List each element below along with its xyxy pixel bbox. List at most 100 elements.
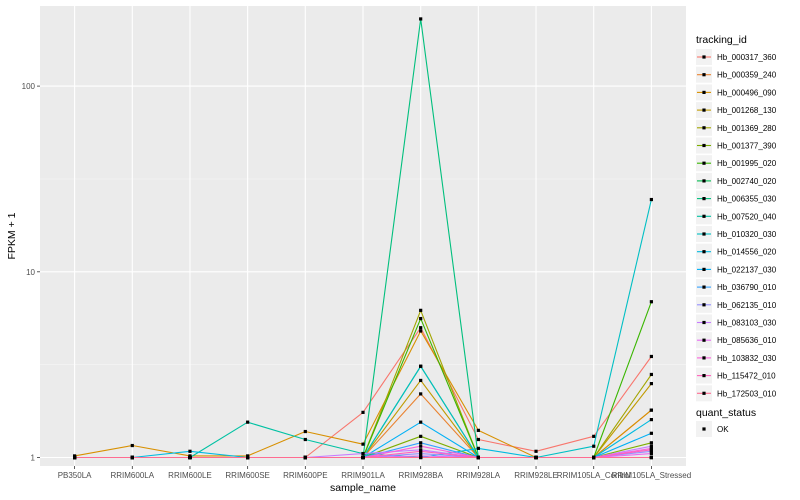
x-tick-label: RRIM600PE	[283, 471, 327, 480]
data-point	[419, 434, 423, 438]
legend-entry-label: Hb_002740_020	[717, 177, 777, 186]
data-point	[130, 455, 134, 460]
data-point	[303, 437, 307, 442]
data-point	[649, 408, 653, 412]
legend-entry-label: Hb_172503_010	[717, 389, 777, 398]
legend-key-point	[702, 427, 706, 431]
data-point	[419, 420, 423, 424]
data-point	[476, 446, 480, 450]
data-point	[649, 448, 653, 452]
data-point	[419, 329, 423, 333]
x-tick-label: RRIM105LA_Control	[557, 471, 631, 480]
data-point	[419, 364, 423, 368]
y-axis-title: FPKM + 1	[6, 212, 18, 259]
legend-entry-label: Hb_000496_090	[717, 88, 777, 97]
legend-key-point	[702, 303, 706, 307]
data-point	[419, 316, 423, 321]
x-tick-label: RRIM600LE	[168, 471, 212, 480]
data-point	[534, 455, 538, 460]
x-tick-label: RRIM600LA	[110, 471, 154, 480]
x-tick-label: RRIM105LA_Stressed	[612, 471, 692, 480]
legend-entry-label: Hb_000359_240	[717, 71, 777, 80]
y-tick-label: 10	[26, 268, 35, 277]
legend-title: quant_status	[696, 407, 756, 419]
data-point	[361, 410, 365, 414]
legend-entry-label: Hb_022137_030	[717, 265, 777, 274]
legend-key-point	[702, 126, 706, 130]
data-point	[419, 326, 423, 330]
data-point	[303, 455, 307, 460]
legend-key-point	[702, 73, 706, 77]
data-point	[649, 382, 653, 386]
data-point	[419, 378, 423, 383]
legend-key-point	[702, 55, 706, 59]
legend-entry-label: Hb_001995_020	[717, 159, 777, 168]
x-axis: PB350LA RRIM600LA RRIM600LE RRIM600SE RRIM60…	[58, 466, 691, 480]
legend-title: tracking_id	[696, 34, 747, 46]
legend-key-point	[702, 267, 706, 271]
data-point	[130, 443, 134, 448]
data-point	[361, 451, 365, 456]
legend-entry-label: Hb_001268_130	[717, 106, 777, 115]
data-point	[419, 17, 423, 21]
data-point	[649, 441, 653, 445]
data-point	[649, 451, 653, 456]
legend-key-point	[702, 90, 706, 94]
x-tick-label: RRIM600SE	[225, 471, 269, 480]
data-point	[361, 455, 365, 460]
legend-entry-label: Hb_001377_390	[717, 142, 777, 151]
legend-entry-label: Hb_062135_010	[717, 301, 777, 310]
data-point	[419, 392, 423, 396]
legend-entry-label: Hb_115472_010	[717, 372, 776, 381]
legend-quant-status: quant_status OK	[696, 407, 756, 437]
legend-entry-label: Hb_007520_040	[717, 212, 777, 221]
data-point	[419, 444, 423, 448]
data-point	[246, 455, 250, 460]
data-point	[419, 308, 423, 312]
legend-entry-label: Hb_010320_030	[717, 230, 777, 239]
legend-key-point	[702, 320, 706, 325]
data-point	[649, 354, 653, 359]
series-points	[73, 17, 653, 460]
grid-major	[40, 6, 686, 466]
data-point	[476, 455, 480, 460]
legend-key-point	[702, 161, 706, 165]
x-tick-label: RRIM928LE	[514, 471, 558, 480]
x-tick-label: RRIM928BA	[398, 471, 443, 480]
data-point	[592, 444, 596, 448]
data-point	[592, 434, 596, 438]
legend-key-point	[702, 391, 706, 395]
data-point	[419, 449, 423, 453]
data-point	[188, 455, 192, 460]
legend-entry-label: Hb_001369_280	[717, 124, 777, 133]
x-tick-label: RRIM901LA	[341, 471, 385, 480]
legend-entry-label: Hb_083103_030	[717, 319, 777, 328]
data-point	[188, 449, 192, 453]
x-tick-label: PB350LA	[58, 471, 92, 480]
y-axis: 1 10 100	[22, 82, 40, 463]
legend-entry-label: Hb_014556_020	[717, 248, 777, 257]
data-point	[419, 441, 423, 445]
data-point	[246, 420, 250, 424]
legend-entry-label: Hb_085636_010	[717, 336, 777, 345]
legend-key-point	[702, 338, 706, 342]
legend-key-point	[702, 232, 706, 236]
legend-entry-label: Hb_006355_030	[717, 195, 777, 204]
legend-key-point	[702, 356, 706, 360]
data-point	[649, 431, 653, 435]
data-point	[592, 455, 596, 460]
data-point	[303, 429, 307, 434]
data-point	[649, 455, 653, 460]
data-point	[476, 428, 480, 432]
legend-key-point	[702, 214, 706, 218]
data-point	[649, 444, 653, 448]
data-point	[476, 437, 480, 442]
x-axis-title: sample_name	[330, 482, 396, 494]
data-point	[534, 449, 538, 453]
data-point	[419, 451, 423, 456]
data-point	[73, 455, 77, 460]
legend-key-point	[702, 108, 706, 112]
legend-key-point	[702, 197, 706, 201]
legend-key-point	[702, 285, 706, 289]
